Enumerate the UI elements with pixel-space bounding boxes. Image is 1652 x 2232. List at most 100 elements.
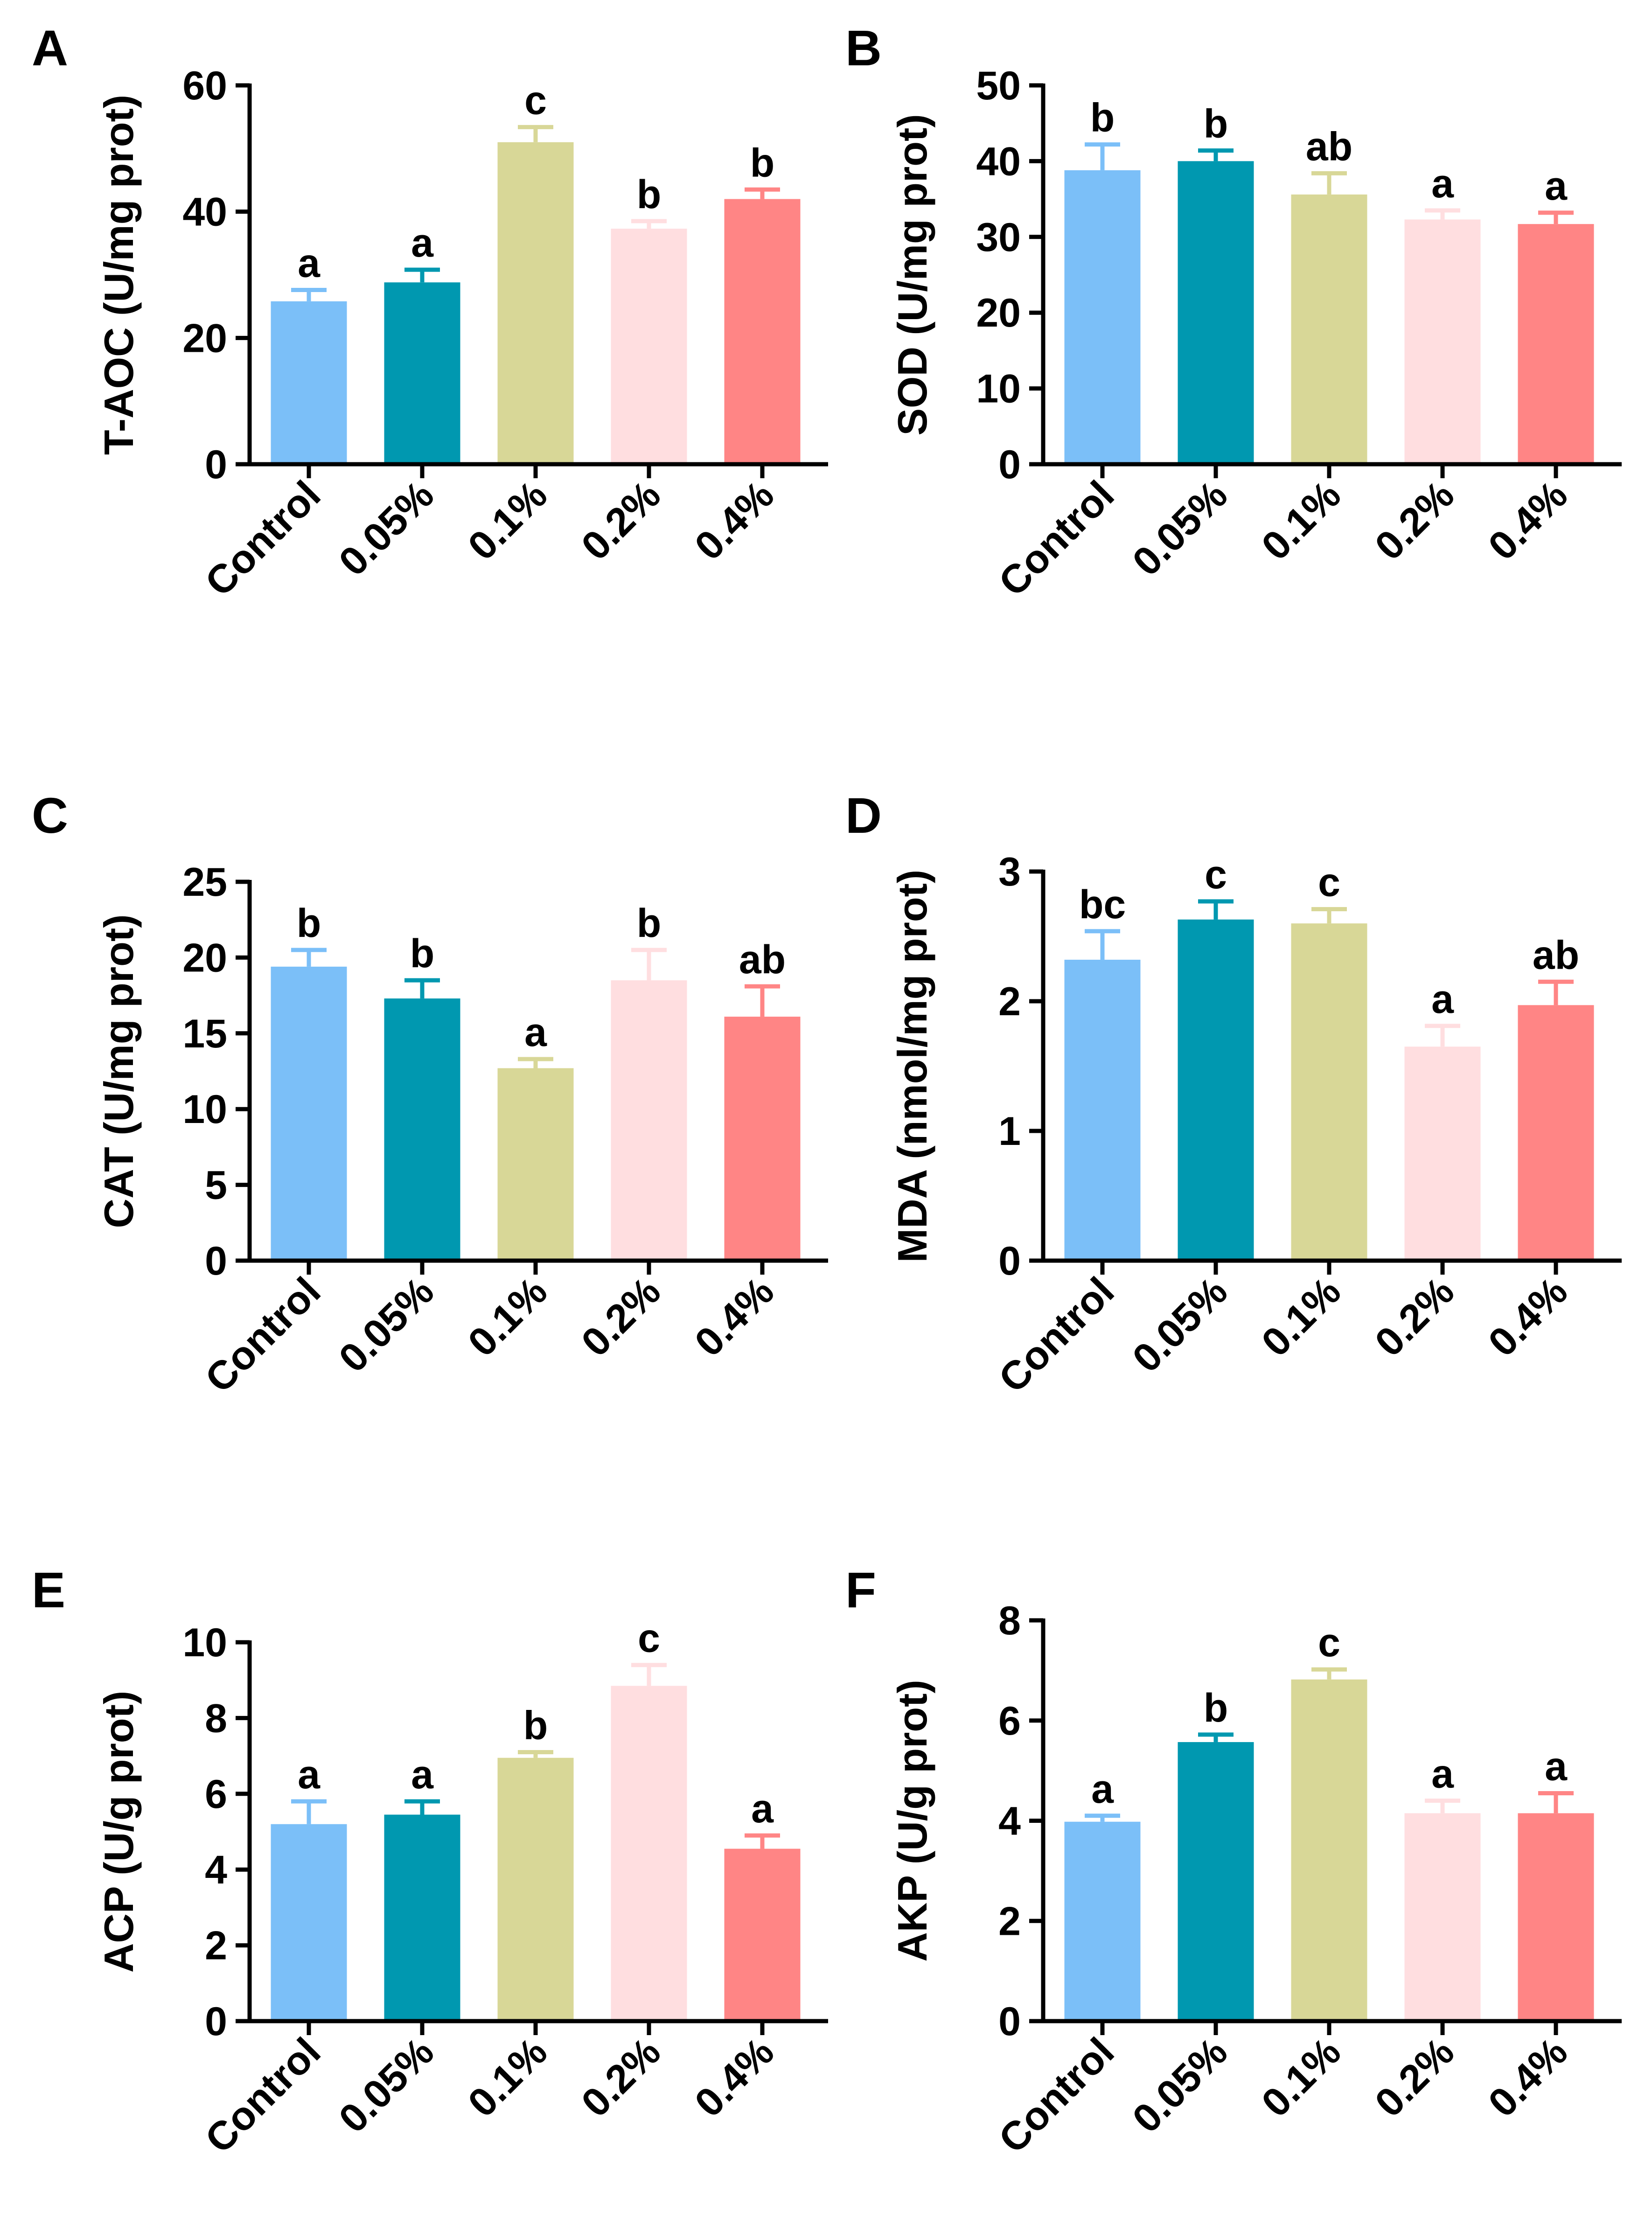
- bar: [1404, 1046, 1481, 1261]
- chart-panel-d: Dbc Control c 0.05% c 0.1% a 0.2% ab 0.4% 0 1 2 3 MDA …: [845, 787, 1622, 1402]
- y-tick-label: 40: [182, 190, 227, 235]
- bar: [1518, 1005, 1594, 1261]
- x-tick-label: 0.2%: [1366, 2030, 1463, 2126]
- bar: [1291, 923, 1367, 1261]
- bar: [1178, 919, 1254, 1261]
- x-tick-label: 0.05%: [1124, 473, 1236, 585]
- significance-letter: b: [297, 901, 321, 946]
- bar: [1404, 219, 1481, 464]
- significance-letter: a: [298, 241, 321, 286]
- x-tick-label: 0.1%: [1253, 2030, 1349, 2126]
- x-tick-label: Control: [196, 1269, 329, 1402]
- x-tick-label: 0.4%: [1480, 2030, 1576, 2126]
- y-tick-label: 8: [998, 1598, 1021, 1643]
- significance-letter: a: [1431, 161, 1454, 206]
- y-axis-title: T-AOC (U/mg prot): [96, 95, 142, 455]
- significance-letter: b: [637, 172, 662, 217]
- significance-letter: b: [1204, 1686, 1228, 1730]
- significance-letter: a: [1431, 977, 1454, 1022]
- panel-label: A: [32, 20, 68, 76]
- panel-label: E: [32, 1562, 65, 1618]
- x-tick-label: Control: [196, 473, 329, 605]
- bar: [611, 1686, 687, 2021]
- y-axis-title: CAT (U/mg prot): [96, 914, 142, 1228]
- y-tick-label: 20: [976, 291, 1021, 335]
- bar: [384, 282, 460, 464]
- bar: [384, 1814, 460, 2021]
- chart-panel-b: Bb Control b 0.05% ab 0.1% a 0.2% a 0.4% 0 10 20 30 40…: [845, 20, 1622, 605]
- bar: [271, 301, 347, 464]
- bar: [724, 1017, 801, 1261]
- significance-letter: a: [1091, 1767, 1114, 1812]
- bar: [1518, 224, 1594, 464]
- bar: [271, 1824, 347, 2021]
- x-tick-label: Control: [990, 1269, 1122, 1402]
- bar: [1291, 194, 1367, 465]
- x-tick-label: 0.4%: [686, 1269, 782, 1365]
- x-tick-label: 0.1%: [1253, 473, 1349, 569]
- y-tick-label: 0: [205, 1239, 227, 1283]
- significance-letter: a: [1545, 164, 1568, 209]
- significance-letter: b: [1204, 102, 1228, 146]
- bar: [1064, 170, 1141, 464]
- significance-letter: ab: [739, 937, 786, 982]
- bar: [497, 1758, 574, 2021]
- panel-label: C: [32, 787, 68, 844]
- bar: [1404, 1813, 1481, 2021]
- bar: [611, 229, 687, 464]
- bar: [271, 966, 347, 1261]
- significance-letter: b: [523, 1703, 548, 1748]
- y-axis-title: ACP (U/g prot): [96, 1691, 142, 1973]
- y-axis-title: MDA (nmol/mg prot): [889, 870, 935, 1262]
- y-tick-label: 2: [998, 979, 1021, 1024]
- x-tick-label: 0.2%: [573, 473, 669, 569]
- x-tick-label: Control: [990, 2030, 1122, 2162]
- y-tick-label: 40: [976, 139, 1021, 184]
- x-tick-label: 0.1%: [460, 2030, 556, 2126]
- x-tick-label: 0.05%: [330, 473, 442, 585]
- bar: [611, 980, 687, 1261]
- y-tick-label: 4: [998, 1799, 1021, 1844]
- significance-letter: a: [1431, 1752, 1454, 1797]
- significance-letter: bc: [1079, 882, 1126, 927]
- x-tick-label: 0.05%: [1124, 1269, 1236, 1381]
- bar: [724, 1848, 801, 2021]
- y-tick-label: 0: [205, 442, 227, 487]
- x-tick-label: Control: [196, 2030, 329, 2162]
- bar: [1291, 1679, 1367, 2021]
- y-tick-label: 4: [205, 1848, 227, 1892]
- x-tick-label: 0.1%: [1253, 1269, 1349, 1365]
- significance-letter: a: [1545, 1744, 1568, 1789]
- x-tick-label: 0.2%: [573, 1269, 669, 1365]
- significance-letter: a: [751, 1786, 774, 1831]
- significance-letter: b: [637, 901, 662, 946]
- y-tick-label: 6: [205, 1772, 227, 1817]
- y-tick-label: 10: [182, 1087, 227, 1132]
- y-tick-label: 20: [182, 316, 227, 361]
- y-tick-label: 10: [182, 1620, 227, 1665]
- y-tick-label: 6: [998, 1699, 1021, 1744]
- significance-letter: ab: [1306, 124, 1352, 169]
- y-tick-label: 30: [976, 215, 1021, 260]
- bar: [497, 142, 574, 464]
- chart-panel-c: Cb Control b 0.05% a 0.1% b 0.2% ab 0.4% 0 5 10 15 20 2…: [32, 787, 828, 1402]
- y-tick-label: 3: [998, 850, 1021, 894]
- x-tick-label: 0.4%: [686, 473, 782, 569]
- x-tick-label: 0.4%: [1480, 473, 1576, 569]
- significance-letter: c: [638, 1616, 660, 1661]
- x-tick-label: 0.4%: [686, 2030, 782, 2126]
- x-tick-label: 0.2%: [1366, 1269, 1463, 1365]
- panel-label: D: [845, 787, 882, 844]
- y-axis-title: SOD (U/mg prot): [889, 114, 935, 435]
- significance-letter: c: [1318, 860, 1340, 905]
- x-tick-label: 0.05%: [1124, 2030, 1236, 2141]
- bar: [1064, 960, 1141, 1261]
- significance-letter: a: [298, 1752, 321, 1797]
- bar: [1178, 161, 1254, 464]
- bar: [1518, 1813, 1594, 2021]
- bar: [724, 199, 801, 465]
- y-tick-label: 0: [998, 442, 1021, 487]
- chart-panel-a: Aa Control a 0.05% c 0.1% b 0.2% b 0.4% 0 20 40 60 T-A…: [32, 20, 828, 605]
